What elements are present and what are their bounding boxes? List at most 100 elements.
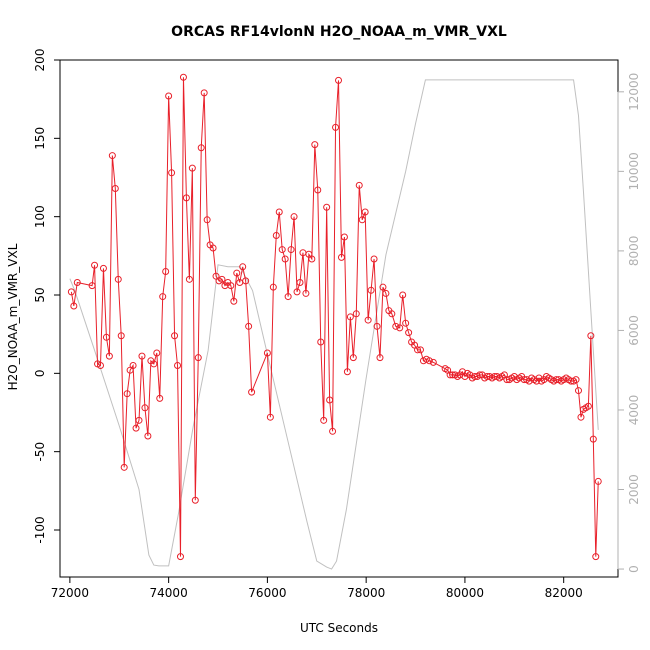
data-point: [108, 152, 116, 160]
y-axis-label: H2O_NOAA_m_VMR_VXL: [6, 243, 20, 390]
data-point: [317, 338, 325, 346]
y2-tick-label: 0: [627, 565, 641, 573]
data-point: [275, 208, 283, 216]
data-point: [376, 354, 384, 362]
series-layer: [70, 77, 599, 557]
data-point: [176, 553, 184, 561]
data-point: [159, 293, 167, 301]
data-point: [358, 216, 366, 224]
data-point: [483, 372, 491, 380]
data-point: [343, 368, 351, 376]
data-point: [287, 246, 295, 254]
data-point: [67, 288, 75, 296]
data-point: [194, 354, 202, 362]
y2-tick-label: 8000: [627, 236, 641, 267]
data-point: [414, 346, 422, 354]
data-point: [302, 289, 310, 297]
data-point: [73, 278, 81, 286]
data-point: [165, 92, 173, 100]
y2-tick-label: 10000: [627, 152, 641, 190]
data-point: [584, 402, 592, 410]
data-point: [329, 427, 337, 435]
data-point: [574, 387, 582, 395]
data-point: [200, 89, 208, 97]
data-point: [284, 293, 292, 301]
data-point: [592, 553, 600, 561]
data-point: [332, 123, 340, 131]
data-point: [323, 203, 331, 211]
data-point: [233, 269, 241, 277]
data-point: [135, 416, 143, 424]
y2-tick-label: 6000: [627, 315, 641, 346]
data-point: [392, 322, 400, 330]
data-point: [399, 291, 407, 299]
data-point: [281, 255, 289, 263]
chart-title: ORCAS RF14vlonN H2O_NOAA_m_VMR_VXL: [171, 24, 507, 40]
data-point: [520, 376, 528, 384]
data-point: [361, 208, 369, 216]
data-point: [179, 73, 187, 81]
x-tick-label: 76000: [248, 586, 286, 600]
data-point: [471, 372, 479, 380]
data-point: [105, 352, 113, 360]
data-point: [355, 181, 363, 189]
data-point: [405, 329, 413, 337]
data-point: [572, 376, 580, 384]
data-point: [197, 144, 205, 152]
data-point: [272, 231, 280, 239]
data-point: [367, 286, 375, 294]
altitude-line: [69, 79, 599, 570]
data-point: [491, 372, 499, 380]
data-point: [269, 283, 277, 291]
x-tick-label: 72000: [51, 586, 89, 600]
data-point: [102, 333, 110, 341]
data-point: [589, 435, 597, 443]
data-point: [227, 282, 235, 290]
y-tick-label: 100: [33, 205, 47, 228]
data-point: [382, 289, 390, 297]
data-point: [123, 390, 131, 398]
data-point: [314, 186, 322, 194]
y2-tick-label: 4000: [627, 395, 641, 426]
data-point: [416, 346, 424, 354]
data-point: [156, 394, 164, 402]
data-point: [141, 404, 149, 412]
data-point: [209, 244, 217, 252]
data-point: [449, 371, 457, 379]
data-point: [402, 319, 410, 327]
altitude-layer: [69, 79, 599, 570]
data-point: [168, 169, 176, 177]
points-layer: [67, 73, 602, 561]
data-point: [239, 263, 247, 271]
data-point: [191, 496, 199, 504]
data-point: [326, 396, 334, 404]
data-point: [129, 362, 137, 369]
data-point: [218, 275, 226, 283]
data-point: [308, 255, 316, 263]
data-point: [171, 332, 179, 340]
data-point: [150, 360, 158, 368]
data-point: [335, 76, 343, 84]
x-tick-label: 78000: [347, 586, 385, 600]
y-tick-label: 200: [33, 49, 47, 72]
data-point: [370, 255, 378, 263]
y2-tick-label: 2000: [627, 474, 641, 505]
y-tick-label: -50: [33, 442, 47, 462]
data-point: [293, 288, 301, 296]
data-point: [144, 432, 152, 440]
data-point: [203, 216, 211, 224]
data-point: [70, 302, 78, 310]
data-point: [340, 233, 348, 241]
x-tick-label: 74000: [150, 586, 188, 600]
data-point: [373, 322, 381, 330]
data-point: [96, 362, 104, 369]
data-point: [349, 354, 357, 362]
data-point: [182, 194, 190, 202]
data-point: [263, 349, 271, 357]
y-tick-label: 50: [33, 287, 47, 302]
data-point: [99, 264, 107, 272]
data-point: [364, 316, 372, 324]
y-tick-label: 150: [33, 127, 47, 150]
data-point: [245, 322, 253, 330]
